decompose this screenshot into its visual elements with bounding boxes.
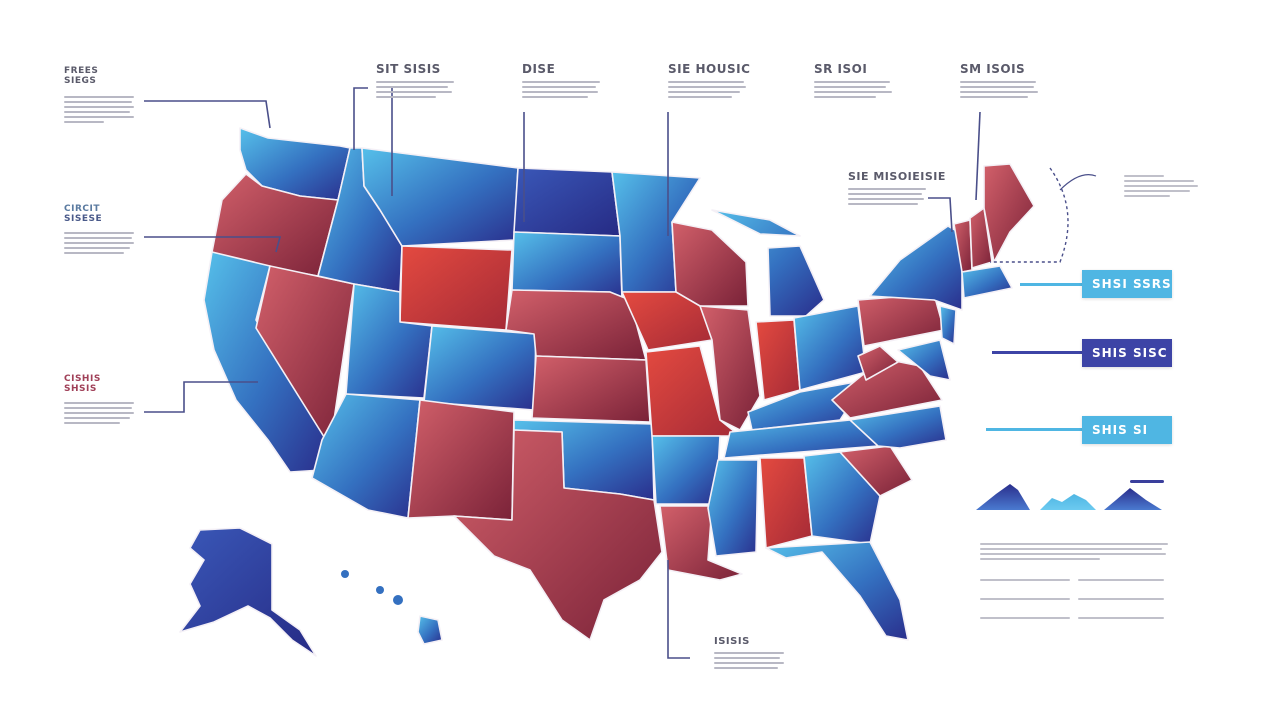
stat-pill-1: SHSI SSRS [1082, 270, 1172, 298]
callout-body [64, 96, 136, 123]
state-ca [203, 251, 327, 473]
state-in [755, 319, 801, 401]
callout-body [714, 652, 786, 669]
callout-title: SIT SISIS [376, 62, 441, 76]
callout-title-line2: SISESE [64, 214, 103, 224]
state-hi-island [393, 595, 403, 605]
state-sc [839, 445, 913, 497]
summary-text-block [980, 540, 1170, 626]
callout-title: SIE HOUSIC [668, 62, 751, 76]
state-hi-island [341, 570, 349, 578]
leader-line [975, 111, 981, 201]
state-ks [531, 355, 651, 423]
leader-line [144, 236, 282, 253]
callout-left-3: CISHIS SHSIS [64, 374, 136, 427]
state-nj [939, 305, 957, 345]
leader-line [667, 560, 690, 659]
pill-leader [1020, 283, 1082, 286]
state-md [897, 339, 951, 381]
state-ms [707, 459, 759, 557]
callout-title: ISISIS [714, 636, 750, 647]
callout-body [376, 81, 456, 98]
area-chart-1 [976, 484, 1030, 510]
state-pa [857, 293, 945, 347]
leader-line [144, 100, 271, 129]
stat-pill-3: SHIS SI [1082, 416, 1172, 444]
callout-body [814, 81, 894, 98]
callout-top-2: DISE [522, 62, 602, 101]
callout-title-line2: SIEGS [64, 76, 97, 86]
leader-line [144, 381, 258, 413]
leader-line [353, 87, 368, 150]
pill-leader [986, 428, 1082, 431]
state-ak [179, 527, 317, 657]
state-ga [803, 451, 881, 545]
callout-body [522, 81, 602, 98]
callout-body [848, 188, 934, 205]
leader-line [928, 197, 953, 233]
callout-top-3: SIE HOUSIC [668, 62, 751, 101]
curl-line [1059, 174, 1097, 191]
callout-title: SIE MISOIEISIE [848, 170, 946, 183]
callout-body [64, 232, 136, 254]
callout-left-1: FREES SIEGS [64, 66, 136, 126]
state-tx [453, 429, 663, 641]
callout-title-line2: SHSIS [64, 384, 97, 394]
callout-northeast: SIE MISOIEISIE [848, 170, 946, 208]
area-chart-2 [1040, 494, 1096, 510]
callout-title: SR ISOI [814, 62, 868, 76]
state-al [759, 457, 813, 549]
state-oh [793, 305, 867, 391]
callout-body [64, 402, 136, 424]
area-chart-3 [1104, 488, 1162, 510]
state-hi-island [376, 586, 384, 594]
state-wi [671, 221, 749, 307]
callout-left-2: CIRCIT SISESE [64, 204, 136, 257]
callout-top-5: SM ISOIS [960, 62, 1040, 101]
state-mo [645, 345, 741, 437]
callout-top-1: SIT SISIS [376, 62, 456, 101]
stat-pill-2: SHIS SISC [1082, 339, 1172, 367]
state-wy [399, 245, 513, 331]
callout-body [668, 81, 748, 98]
state-mi [711, 209, 825, 317]
callout-title-line1: FREES [64, 66, 99, 76]
callout-bottom: ISISIS [714, 636, 786, 672]
dashed-arc [990, 167, 1069, 263]
state-nh [969, 207, 993, 269]
callout-title: SM ISOIS [960, 62, 1026, 76]
callout-title: DISE [522, 62, 556, 76]
state-ny [869, 225, 963, 311]
chart-legend-bar [1130, 480, 1164, 483]
callout-body [960, 81, 1040, 98]
state-me [983, 163, 1035, 263]
state-ar [651, 435, 721, 505]
callout-title-line1: CIRCIT [64, 204, 100, 214]
state-nm [407, 399, 515, 521]
state-fl [765, 541, 909, 641]
state-ma [961, 265, 1013, 299]
note-far-right [1124, 172, 1200, 200]
state-wv [857, 345, 899, 381]
state-co [423, 325, 537, 411]
callout-top-4: SR ISOI [814, 62, 894, 101]
state-il [699, 305, 761, 431]
state-nc [849, 405, 947, 449]
pill-leader [992, 351, 1082, 354]
callout-title-line1: CISHIS [64, 374, 101, 384]
state-nd [513, 167, 621, 237]
state-hi [417, 615, 443, 645]
